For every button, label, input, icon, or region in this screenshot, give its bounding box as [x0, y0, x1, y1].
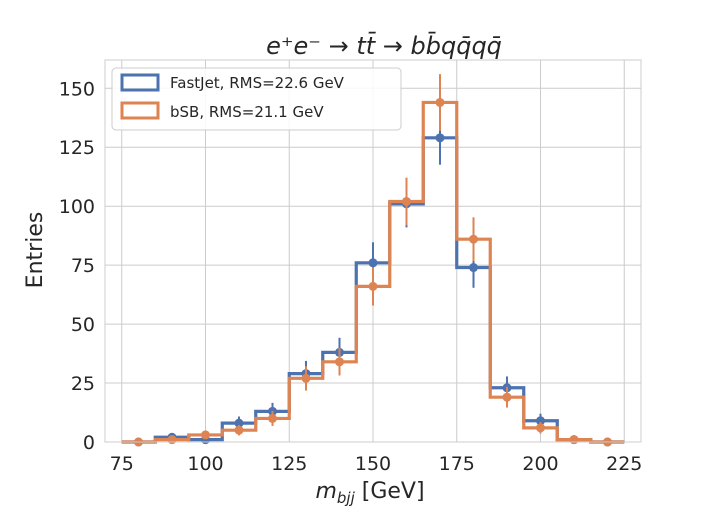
y-tick-label: 100 [59, 196, 95, 218]
data-point [502, 392, 512, 402]
legend-swatch-fastjet [120, 73, 160, 92]
data-point [402, 196, 411, 206]
x-tick-label: 125 [271, 453, 307, 475]
data-point [435, 97, 445, 107]
y-tick-label: 150 [59, 78, 95, 100]
data-point [368, 281, 378, 291]
y-axis-label: Entries [23, 212, 48, 289]
x-axis-label: mbjj [GeV] [315, 479, 424, 507]
data-point [234, 418, 244, 428]
data-point [569, 435, 579, 445]
data-point [469, 263, 478, 273]
legend-label-bsb: bSB, RMS=21.1 GeV [170, 103, 324, 121]
legend-box [111, 67, 402, 131]
legend: FastJet, RMS=22.6 GeV bSB, RMS=21.1 GeV [111, 67, 402, 131]
y-tick-label: 25 [71, 373, 95, 395]
legend-swatch-bsb [120, 101, 160, 120]
tick-labels: 75 100 125 150 175 200 225 0 25 50 75 100 125 150 [59, 78, 643, 475]
title-text: e⁺e⁻ → tt̄ → bb̄qq̄qq̄ [266, 31, 502, 60]
y-tick-label: 75 [71, 255, 95, 277]
plot-frame [104, 59, 642, 443]
data-point [234, 425, 244, 435]
x-tick-label: 75 [110, 453, 134, 475]
x-tick-label: 100 [187, 453, 223, 475]
x-tick-label: 200 [522, 453, 558, 475]
data-point [368, 258, 378, 268]
legend-label-fastjet: FastJet, RMS=22.6 GeV [170, 74, 345, 92]
data-point [335, 357, 344, 367]
y-tick-label: 125 [59, 137, 95, 159]
x-tick-label: 175 [439, 453, 475, 475]
y-tick-label: 50 [71, 314, 95, 336]
data-point [536, 423, 545, 433]
data-point [536, 416, 545, 426]
x-tick-label: 225 [606, 453, 642, 475]
chart-title: e⁺e⁻ → tt̄ → bb̄qq̄qq̄ [266, 31, 502, 60]
series-1 [121, 74, 625, 447]
data-point [167, 435, 177, 445]
data-point [201, 430, 210, 440]
data-point [268, 413, 277, 423]
data-point [469, 234, 478, 244]
x-tick-label: 150 [355, 453, 391, 475]
y-tick-label: 0 [83, 432, 95, 454]
series-layer [121, 74, 625, 447]
data-point [301, 373, 311, 383]
data-point [435, 133, 445, 143]
